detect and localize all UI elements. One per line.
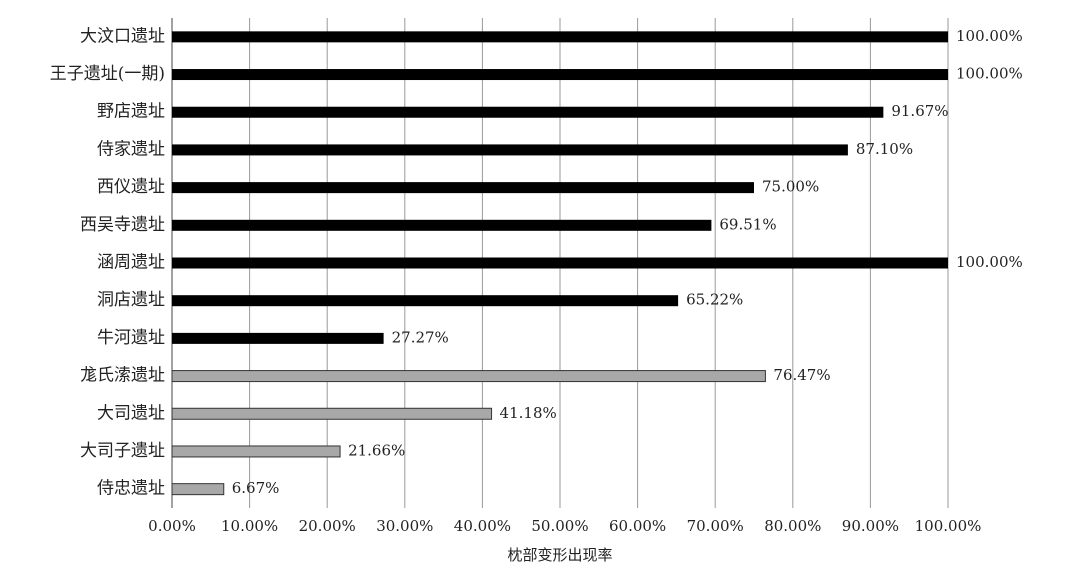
y-tick-label: 大汶口遗址 <box>80 26 165 46</box>
bar <box>172 69 948 81</box>
value-label: 100.00% <box>956 253 1023 271</box>
value-label: 6.67% <box>232 479 280 497</box>
x-tick-label: 60.00% <box>609 517 666 535</box>
y-tick-label: 大司遗址 <box>97 403 165 423</box>
bar <box>172 332 384 344</box>
x-tick-label: 40.00% <box>454 517 511 535</box>
bar <box>172 144 848 156</box>
value-label: 41.18% <box>500 404 557 422</box>
x-axis-title: 枕部变形出现率 <box>507 546 612 564</box>
value-label: 76.47% <box>773 366 830 384</box>
bar <box>171 407 493 420</box>
y-tick-label: 西仪遗址 <box>97 177 165 197</box>
value-label: 65.22% <box>686 291 743 309</box>
bar <box>171 370 766 383</box>
y-tick-label: 野店遗址 <box>97 102 165 122</box>
y-tick-label: 西吴寺遗址 <box>80 215 165 235</box>
y-tick-label: 涵周遗址 <box>97 253 165 273</box>
y-tick-label: 大司子遗址 <box>80 441 165 461</box>
value-label: 100.00% <box>956 27 1023 45</box>
x-tick-label: 0.00% <box>148 517 196 535</box>
y-tick-label: 王子遗址(一期) <box>50 64 165 84</box>
value-label: 100.00% <box>956 65 1023 83</box>
bar <box>172 182 754 194</box>
x-tick-label: 10.00% <box>221 517 278 535</box>
value-label: 75.00% <box>762 178 819 196</box>
bar <box>172 106 884 118</box>
y-tick-label: 洞店遗址 <box>97 290 165 310</box>
bar <box>172 295 679 307</box>
bar <box>172 31 948 43</box>
value-label: 87.10% <box>856 140 913 158</box>
bar <box>171 483 225 496</box>
value-label: 91.67% <box>891 102 948 120</box>
x-tick-label: 90.00% <box>842 517 899 535</box>
x-tick-label: 70.00% <box>687 517 744 535</box>
x-tick-label: 20.00% <box>299 517 356 535</box>
y-tick-label: 侍忠遗址 <box>97 479 165 499</box>
x-tick-label: 50.00% <box>531 517 588 535</box>
x-tick-label: 30.00% <box>376 517 433 535</box>
y-tick-label: 尨氏溹遗址 <box>80 366 165 386</box>
bar <box>171 445 341 458</box>
x-tick-label: 80.00% <box>764 517 821 535</box>
bar <box>172 219 712 231</box>
value-label: 69.51% <box>719 215 776 233</box>
x-tick-label: 100.00% <box>915 517 982 535</box>
value-label: 21.66% <box>348 441 405 459</box>
y-tick-label: 侍家遗址 <box>97 139 165 159</box>
y-tick-label: 牛河遗址 <box>97 328 165 348</box>
bar <box>172 257 948 269</box>
value-label: 27.27% <box>392 328 449 346</box>
